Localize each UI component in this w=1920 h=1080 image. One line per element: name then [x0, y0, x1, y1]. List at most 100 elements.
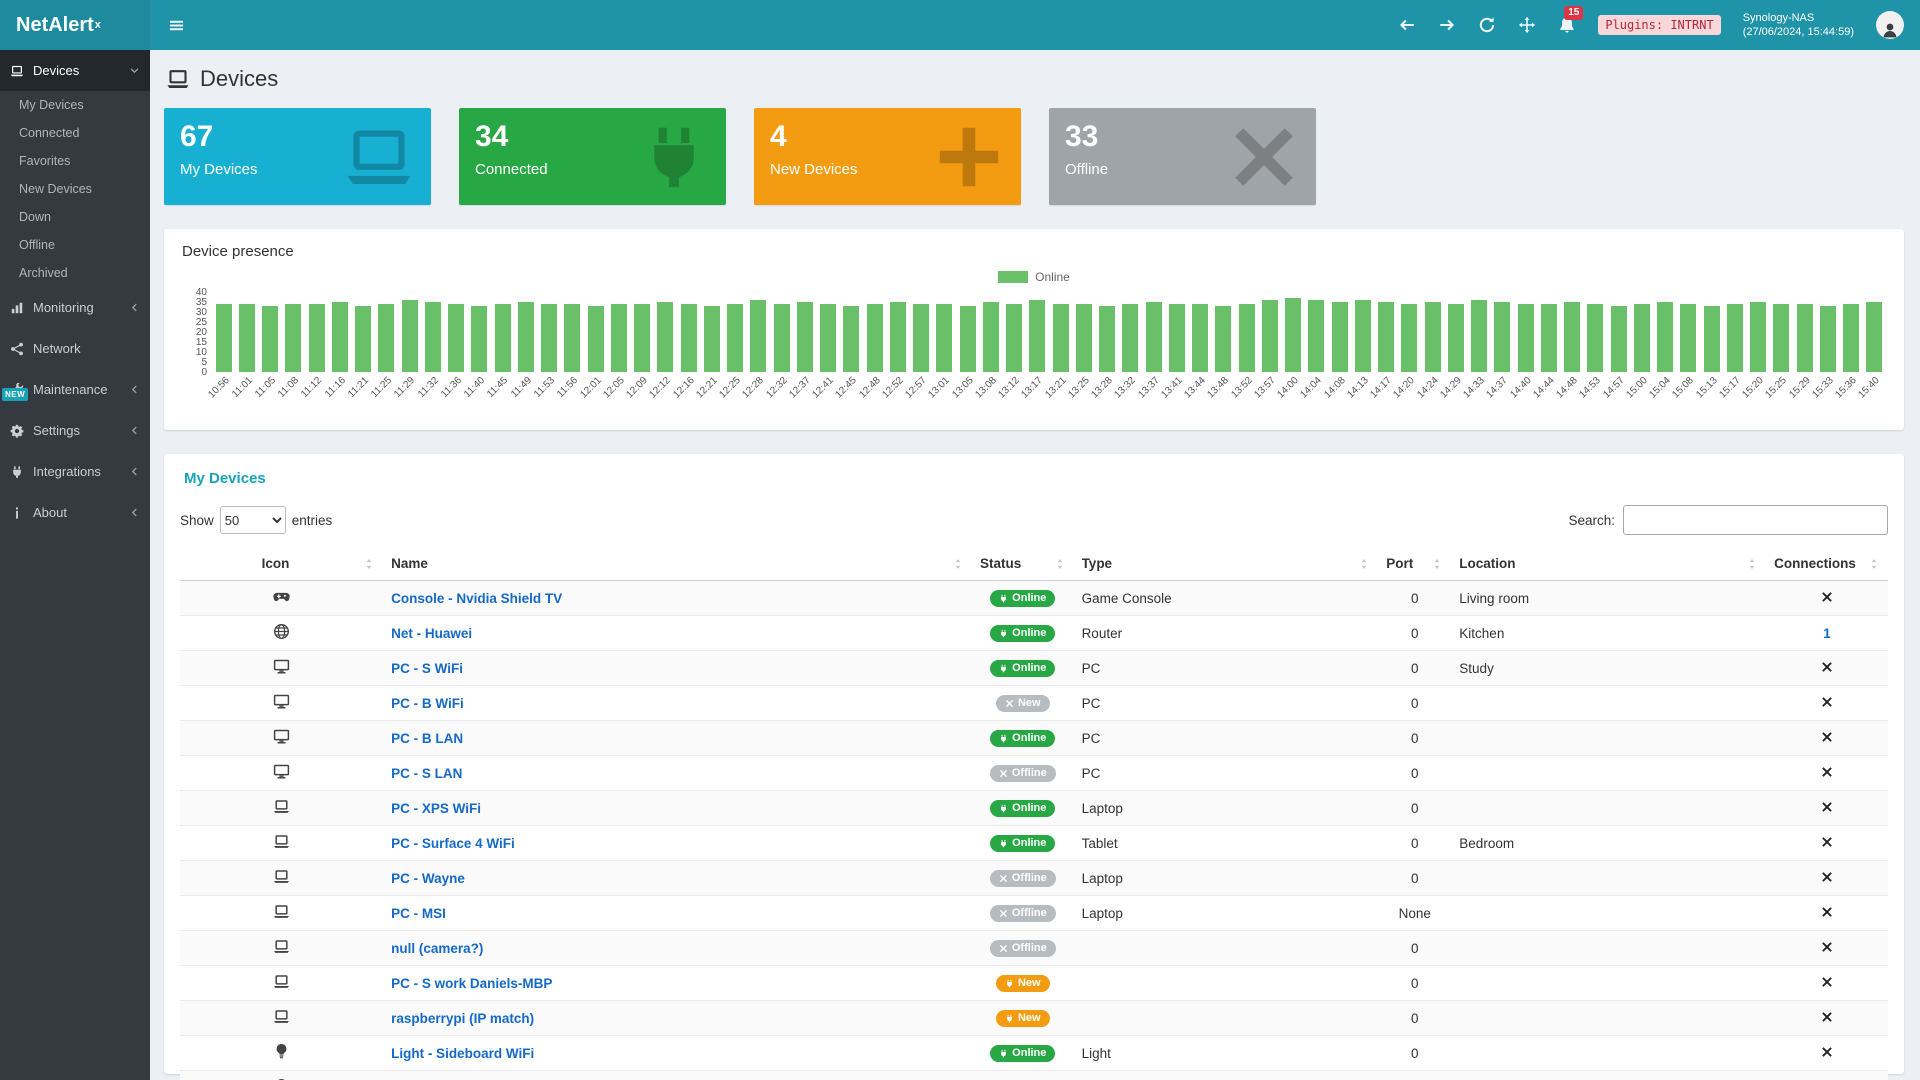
delete-device-icon[interactable]	[1821, 941, 1833, 953]
plugins-status-badge[interactable]: Plugins: INTRNT	[1598, 15, 1721, 35]
delete-device-icon[interactable]	[1821, 976, 1833, 988]
forward-button[interactable]	[1438, 16, 1456, 34]
column-header-name[interactable]: Name	[383, 547, 973, 581]
sort-icon[interactable]	[363, 557, 375, 571]
device-name-link[interactable]: Net - Huawei	[391, 625, 473, 641]
presence-bar	[1145, 302, 1162, 372]
presence-bar	[1796, 304, 1813, 372]
sidebar-item-settings[interactable]: Settings	[0, 410, 150, 451]
sidebar-item-label: Network	[33, 341, 81, 356]
sidebar-subitem-offline[interactable]: Offline	[19, 238, 55, 252]
device-name-link[interactable]: PC - Surface 4 WiFi	[391, 835, 515, 851]
device-name-link[interactable]: PC - B LAN	[391, 730, 464, 746]
chevron-left-icon	[129, 425, 140, 436]
move-button[interactable]	[1518, 16, 1536, 34]
presence-bar	[1285, 298, 1302, 372]
notifications-button[interactable]: 15	[1558, 6, 1584, 34]
column-header-status[interactable]: Status	[972, 547, 1074, 581]
presence-bar	[727, 304, 744, 372]
delete-device-icon[interactable]	[1821, 836, 1833, 848]
sidebar-subitem-down[interactable]: Down	[19, 210, 51, 224]
device-name-link[interactable]: null (camera?)	[391, 940, 484, 956]
sidebar-item-network[interactable]: Network	[0, 328, 150, 369]
status-badge: New	[995, 974, 1050, 992]
sidebar-toggle-button[interactable]	[150, 0, 202, 50]
column-header-icon[interactable]: Icon	[180, 547, 384, 581]
device-name-link[interactable]: PC - S LAN	[391, 765, 463, 781]
delete-device-icon[interactable]	[1821, 1046, 1833, 1058]
delete-device-icon[interactable]	[1821, 661, 1833, 673]
sort-icon[interactable]	[952, 557, 964, 571]
device-location-cell	[1451, 720, 1767, 756]
refresh-button[interactable]	[1478, 16, 1496, 34]
gear-icon	[10, 424, 24, 438]
new-version-badge[interactable]: NEW	[2, 388, 29, 401]
info-box-connected[interactable]: 34 Connected	[459, 108, 726, 205]
sidebar-item-devices[interactable]: Devices	[0, 50, 150, 91]
sort-icon[interactable]	[1868, 557, 1880, 571]
device-name-link[interactable]: PC - MSI	[391, 905, 446, 921]
presence-bar	[517, 302, 534, 372]
brand-logo[interactable]: NetAlert x	[0, 0, 150, 50]
device-status-cell: Offline	[972, 930, 1074, 966]
search-input[interactable]	[1623, 505, 1888, 535]
times-icon	[999, 874, 1008, 883]
avatar[interactable]	[1876, 11, 1904, 39]
sort-icon[interactable]	[1358, 557, 1370, 571]
presence-bar	[1052, 304, 1069, 372]
device-name-link[interactable]: Console - Nvidia Shield TV	[391, 590, 563, 606]
plug-icon	[1005, 979, 1014, 988]
device-name-link[interactable]: PC - B WiFi	[391, 695, 464, 711]
delete-device-icon[interactable]	[1821, 871, 1833, 883]
delete-device-icon[interactable]	[1821, 696, 1833, 708]
device-name-link[interactable]: PC - S WiFi	[391, 660, 463, 676]
connections-link[interactable]: 1	[1823, 625, 1831, 641]
delete-device-icon[interactable]	[1821, 731, 1833, 743]
sort-icon[interactable]	[1431, 557, 1443, 571]
device-name-link[interactable]: Light - Sideboard WiFi	[391, 1045, 535, 1061]
device-name-link[interactable]: PC - S work Daniels-MBP	[391, 975, 553, 991]
column-header-port[interactable]: Port	[1378, 547, 1452, 581]
device-name-cell: PC - Surface 4 WiFi	[383, 825, 973, 861]
delete-device-icon[interactable]	[1821, 591, 1833, 603]
device-name-link[interactable]: PC - Wayne	[391, 870, 465, 886]
device-status-cell: New	[972, 965, 1074, 1001]
my-devices-tab[interactable]: My Devices	[184, 470, 266, 487]
chart-legend[interactable]: Online	[182, 270, 1886, 284]
sidebar-subitem-connected[interactable]: Connected	[19, 126, 80, 140]
page-length-select[interactable]: 50	[219, 506, 286, 534]
page-title-text: Devices	[200, 66, 279, 91]
delete-device-icon[interactable]	[1821, 906, 1833, 918]
sidebar-subitem-new-devices[interactable]: New Devices	[19, 182, 92, 196]
sidebar-subitem-archived[interactable]: Archived	[19, 266, 68, 280]
device-name-link[interactable]: raspberrypi (IP match)	[391, 1010, 535, 1026]
sidebar-subitem-my-devices[interactable]: My Devices	[19, 98, 84, 112]
info-box-my-devices[interactable]: 67 My Devices	[164, 108, 431, 205]
delete-device-icon[interactable]	[1821, 766, 1833, 778]
device-type-cell: Laptop	[1073, 895, 1379, 931]
sidebar-item-monitoring[interactable]: Monitoring	[0, 287, 150, 328]
info-box-offline[interactable]: 33 Offline	[1049, 108, 1316, 205]
status-badge: Online	[990, 799, 1056, 817]
info-box-new-devices[interactable]: 4 New Devices	[754, 108, 1021, 205]
column-header-location[interactable]: Location	[1451, 547, 1767, 581]
delete-device-icon[interactable]	[1821, 801, 1833, 813]
plug-icon	[999, 839, 1008, 848]
sort-icon[interactable]	[1054, 557, 1066, 571]
presence-bar	[750, 300, 767, 372]
back-button[interactable]	[1398, 16, 1416, 34]
device-name-link[interactable]: PC - XPS WiFi	[391, 800, 481, 816]
user-icon	[1881, 21, 1899, 39]
sidebar-item-about[interactable]: About	[0, 492, 150, 533]
column-header-connections[interactable]: Connections	[1766, 547, 1888, 581]
presence-bar	[1610, 306, 1627, 372]
delete-device-icon[interactable]	[1821, 1011, 1833, 1023]
gamepad-icon	[273, 588, 290, 605]
device-type-cell	[1073, 965, 1379, 1001]
sort-icon[interactable]	[1746, 557, 1758, 571]
column-header-type[interactable]: Type	[1073, 547, 1379, 581]
sidebar-item-integrations[interactable]: Integrations	[0, 451, 150, 492]
device-port-cell: 0	[1378, 790, 1452, 826]
sidebar-subitem-favorites[interactable]: Favorites	[19, 154, 71, 168]
device-location-cell	[1451, 860, 1767, 896]
